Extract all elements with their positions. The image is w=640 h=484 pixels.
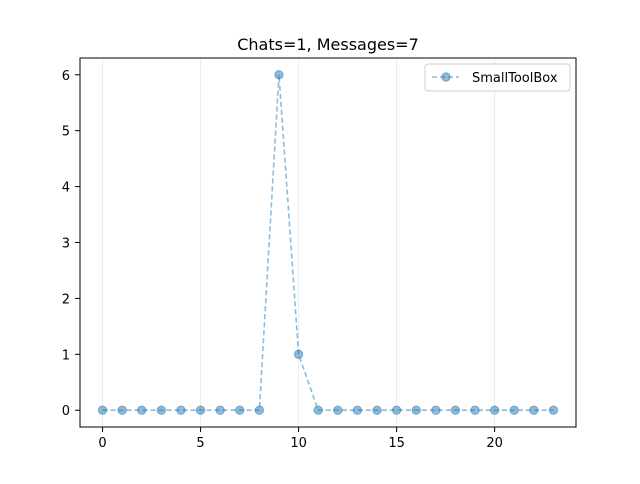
data-point [391, 405, 402, 415]
data-point [235, 405, 245, 415]
y-tick-label: 3 [62, 237, 70, 252]
data-point [450, 405, 461, 415]
chart-title: Chats=1, Messages=7 [237, 35, 419, 54]
data-point [489, 405, 500, 415]
data-point [470, 405, 480, 415]
legend-marker-swatch [441, 72, 451, 82]
legend: SmallToolBox [424, 63, 571, 92]
data-point [431, 405, 441, 415]
y-tick-label: 4 [62, 181, 70, 196]
data-point [176, 405, 186, 415]
y-tick-label: 5 [62, 125, 70, 140]
data-point [293, 349, 304, 360]
data-point [333, 405, 343, 415]
data-point [372, 405, 382, 415]
data-point [313, 405, 323, 415]
data-point [117, 405, 127, 415]
grid-lines [102, 58, 496, 427]
data-point [254, 405, 265, 415]
series-layer [97, 70, 559, 415]
data-point [137, 405, 147, 415]
x-tick-label: 20 [486, 436, 503, 451]
legend-box [424, 63, 571, 92]
data-point [411, 405, 421, 415]
y-tick-label: 0 [62, 404, 70, 419]
x-tick-label: 5 [196, 436, 204, 451]
y-tick-label: 1 [62, 348, 70, 363]
data-point [215, 405, 225, 415]
x-tick-label: 0 [98, 436, 106, 451]
data-point [156, 405, 167, 415]
y-tick-label: 6 [62, 69, 70, 84]
data-point [274, 70, 284, 80]
x-tick-label: 15 [388, 436, 405, 451]
x-axis: 0 5 10 15 20 [98, 427, 503, 451]
y-axis: 0 1 2 3 4 5 6 [62, 69, 80, 419]
data-point [97, 405, 108, 415]
x-tick-label: 10 [290, 436, 307, 451]
data-point [529, 405, 539, 415]
data-point [548, 405, 559, 415]
data-point [195, 405, 206, 415]
y-tick-label: 2 [62, 292, 70, 307]
data-point [352, 405, 363, 415]
legend-label: SmallToolBox [472, 71, 558, 86]
data-point [509, 405, 519, 415]
